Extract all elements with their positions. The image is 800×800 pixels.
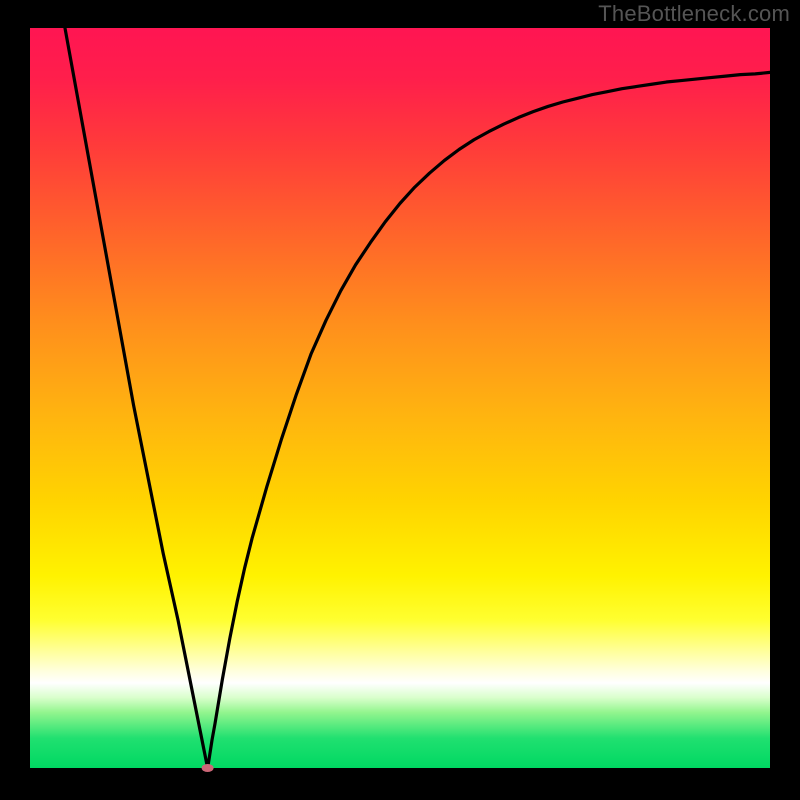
minimum-marker — [202, 764, 214, 772]
chart-stage: TheBottleneck.com — [0, 0, 800, 800]
chart-svg — [0, 0, 800, 800]
gradient-background — [30, 28, 770, 768]
